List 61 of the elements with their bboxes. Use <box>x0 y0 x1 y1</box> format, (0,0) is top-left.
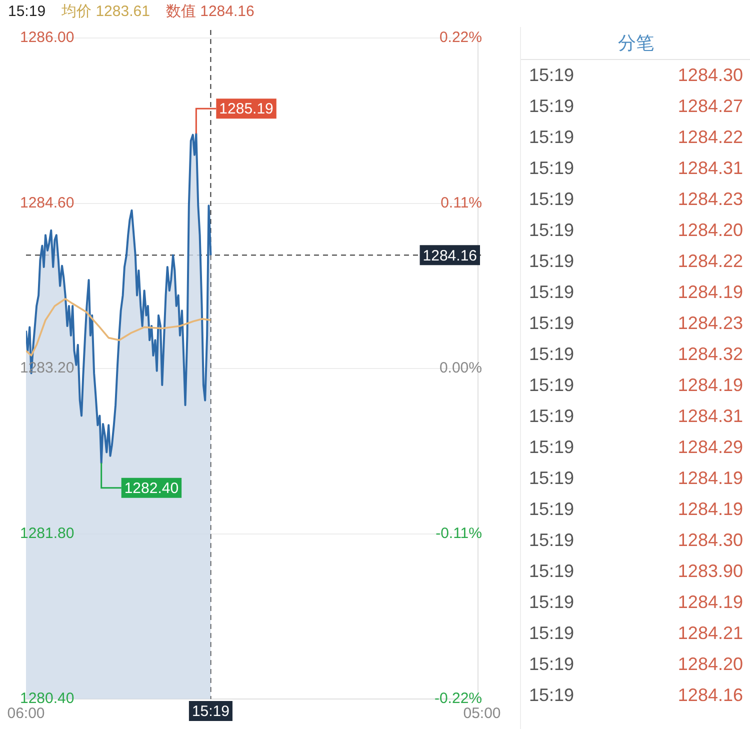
text: 15:19 <box>529 374 574 397</box>
annotation: 1285.19 <box>219 100 274 118</box>
text: 15:19 <box>8 3 46 20</box>
text: 1284.27 <box>678 95 743 118</box>
text: 1284.31 <box>678 405 743 428</box>
text: 1284.20 <box>678 653 743 676</box>
text: 15:19 <box>529 64 574 87</box>
text: 1284.21 <box>678 622 743 645</box>
ref-line-label: 15:19 <box>192 703 230 720</box>
text: 1284.19 <box>678 498 743 521</box>
text: 15:19 <box>529 188 574 211</box>
text: 数值 1284.16 <box>166 3 254 20</box>
text: 1284.19 <box>678 467 743 490</box>
text: 1284.22 <box>678 126 743 149</box>
text: 15:19 <box>529 250 574 273</box>
text: 1284.19 <box>678 591 743 614</box>
text: 15:19 <box>529 312 574 335</box>
text: 15:19 <box>529 653 574 676</box>
text: 1284.16 <box>678 684 743 707</box>
y2-tick-label: 0.11% <box>440 194 482 212</box>
text: 15:19 <box>529 529 574 552</box>
text: 15:19 <box>529 591 574 614</box>
text: 1284.20 <box>678 219 743 242</box>
ref-line-label: 1284.16 <box>422 247 478 264</box>
text: 1284.29 <box>678 436 743 459</box>
text: 1284.19 <box>678 281 743 304</box>
y-tick-label: 1284.60 <box>20 194 74 212</box>
text: 15:19 <box>529 343 574 366</box>
text: 15:19 <box>529 95 574 118</box>
text: 15:19 <box>529 467 574 490</box>
text: 分笔 <box>521 27 750 60</box>
y2-tick-label: 0.22% <box>439 29 482 46</box>
text: 均价 1283.61 <box>62 3 150 20</box>
text: 15:19 <box>529 560 574 583</box>
text: 15:19 <box>529 219 574 242</box>
text: 1284.32 <box>678 343 743 366</box>
text: 1284.23 <box>678 312 743 335</box>
x-tick-label: 05:00 <box>463 705 501 722</box>
y2-tick-label: 0.00% <box>439 360 482 377</box>
text: 1283.90 <box>678 560 743 583</box>
text: 1284.30 <box>678 64 743 87</box>
text: 1284.31 <box>678 157 743 180</box>
text: 1284.19 <box>678 374 743 397</box>
text: 15:19 <box>529 157 574 180</box>
annotation: 1282.40 <box>124 480 179 498</box>
text: 15:19 <box>529 405 574 428</box>
y-tick-label: 1280.40 <box>20 690 74 708</box>
y2-tick-label: -0.22% <box>434 690 482 708</box>
y-tick-label: 1281.80 <box>20 524 74 542</box>
y-tick-label: 1286.00 <box>20 29 74 46</box>
text: 1284.30 <box>678 529 743 552</box>
y2-tick-label: -0.11% <box>436 524 482 542</box>
text: 1284.23 <box>678 188 743 211</box>
text: 15:19 <box>529 126 574 149</box>
text: 15:19 <box>529 498 574 521</box>
text: 15:19 <box>529 622 574 645</box>
text: 15:19 <box>529 684 574 707</box>
x-tick-label: 06:00 <box>7 705 45 722</box>
text: 15:19 <box>529 436 574 459</box>
text: 1284.22 <box>678 250 743 273</box>
text: 15:19 <box>529 281 574 304</box>
